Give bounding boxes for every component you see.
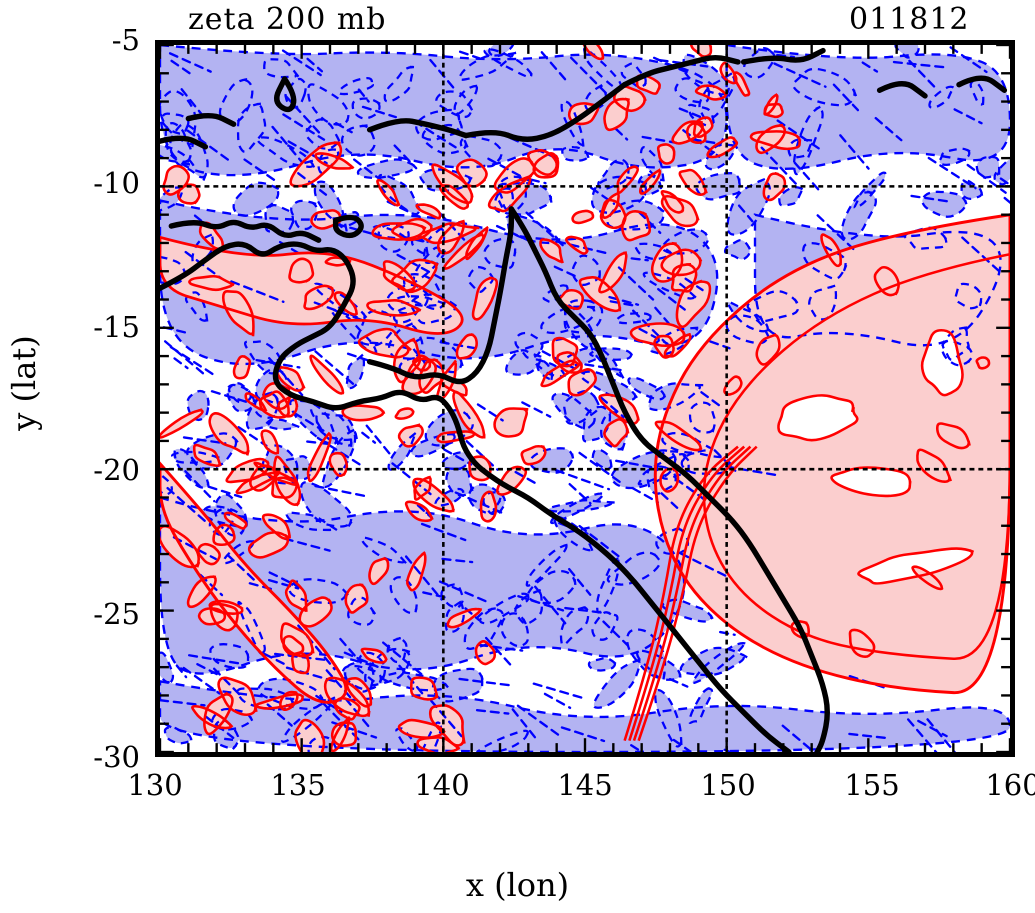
x-tick-label: 130 <box>127 768 183 802</box>
x-tick-label: 155 <box>844 768 900 802</box>
contour-plot-area <box>155 40 1015 757</box>
y-tick-label: -25 <box>93 597 140 631</box>
x-tick-label: 145 <box>557 768 613 802</box>
x-tick-label: 140 <box>414 768 470 802</box>
x-tick-label: 135 <box>270 768 326 802</box>
y-tick-label: -10 <box>93 166 140 200</box>
x-tick-label: 150 <box>700 768 756 802</box>
contour-canvas <box>160 45 1010 752</box>
x-tick-label: 160 <box>985 768 1035 802</box>
timestamp-label: 011812 <box>849 2 970 37</box>
map-gridlines <box>160 45 1010 752</box>
y-tick-label: -5 <box>111 23 140 57</box>
coastline-overlay <box>160 47 1008 752</box>
y-axis-title: y (lat) <box>5 335 43 431</box>
y-tick-label: -15 <box>93 310 140 344</box>
y-tick-label: -20 <box>93 453 140 487</box>
plot-title: zeta 200 mb <box>188 2 387 37</box>
axis-tick-marks <box>160 45 1010 752</box>
x-axis-title: x (lon) <box>465 866 570 904</box>
y-axis-tick-labels: -5 -10 -15 -20 -25 -30 <box>0 0 148 913</box>
y-tick-label: -30 <box>93 740 140 774</box>
positive-vorticity-contours <box>160 45 1010 752</box>
